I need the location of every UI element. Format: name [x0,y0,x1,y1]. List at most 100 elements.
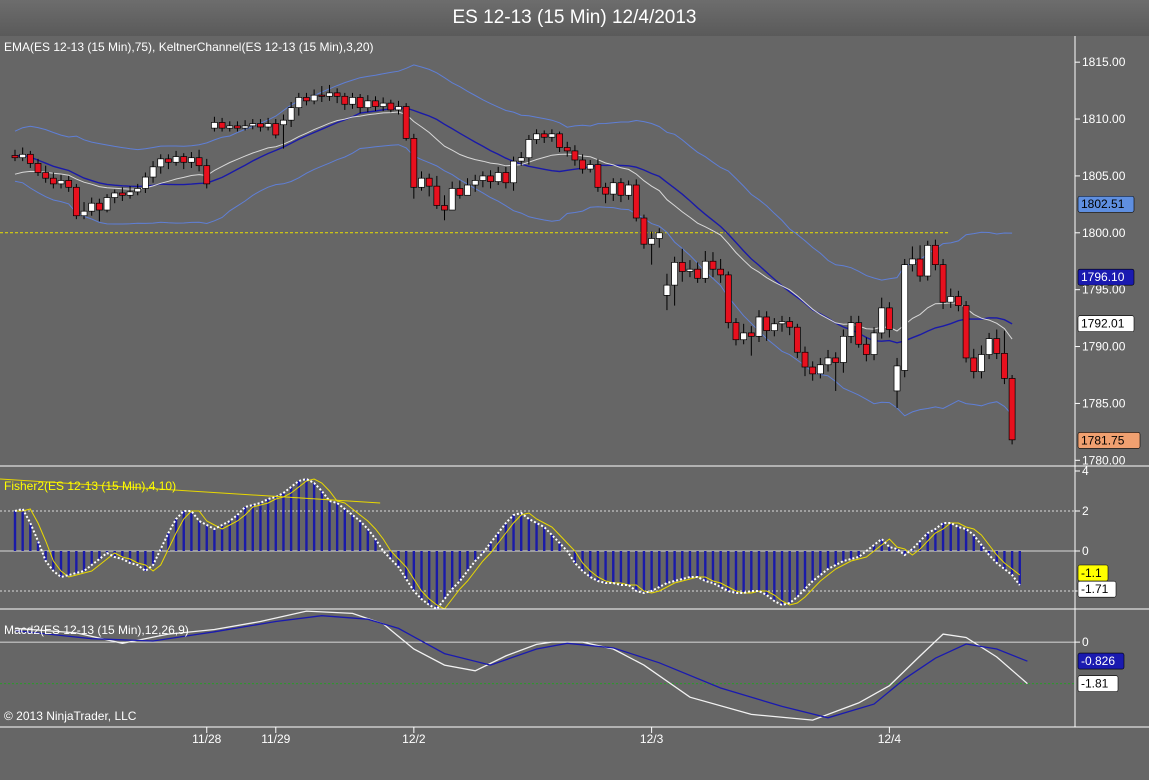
keltner-upper-line [14,64,1013,281]
candle-body [272,123,280,136]
candle-body [939,264,947,303]
keltner-upper-value: 1802.51 [1081,197,1125,211]
candle-body [126,191,134,196]
date-label: 12/3 [640,732,664,746]
price-panel: EMA(ES 12-13 (15 Min),75), KeltnerChanne… [0,36,1141,467]
chart-title: ES 12-13 (15 Min) 12/4/2013 [0,0,1149,37]
candle-body [364,100,372,109]
candle-body [740,332,748,341]
candle-body [955,296,962,306]
candle-body [970,357,978,372]
candle-body [893,365,901,392]
candle-body [448,188,456,211]
candle-body [732,322,740,341]
keltner-mid-value-box [1077,268,1135,286]
fisher-panel: Fisher2(ES 12-13 (15 Min),4,10) 420-2-1.… [0,464,1117,611]
candle-body [978,354,985,372]
date-axis: 11/28 11/29 12/2 12/3 12/4 [192,727,901,746]
price-tick-label: 1780.00 [1082,453,1126,467]
candle-body [763,316,771,331]
price-tick-label: 1815.00 [1082,55,1126,69]
candle-body [333,92,341,97]
candle-body [678,262,686,272]
macd-value-box [1077,675,1119,692]
chart-canvas: EMA(ES 12-13 (15 Min),75), KeltnerChanne… [0,36,1149,780]
candle-body [295,97,303,109]
macd-panel: Macd2(ES 12-13 (15 Min),12,26,9) © 2013 … [0,610,1125,723]
candle-body [149,166,157,178]
candle-body [111,192,119,198]
candle-body [617,182,625,196]
candle-body [257,123,264,128]
candle-body [579,159,586,170]
candle-body [755,316,763,337]
last-price-value: 1781.75 [1081,433,1125,447]
candle-body [832,357,840,363]
candle-body [303,97,310,102]
candle-body [80,210,88,217]
copyright-notice: © 2013 NinjaTrader, LLC [4,709,137,723]
candle-body [57,180,65,185]
candle-body [824,357,832,366]
candle-body [172,156,180,163]
candle-body [103,197,111,211]
candle-body [195,157,203,167]
candle-body [816,364,824,375]
candle-body [1001,353,1008,379]
candle-body [433,185,441,206]
candle-body [402,106,410,139]
ema-value-box [1077,315,1135,332]
candle-body [717,268,724,276]
fisher-value: -1.71 [1081,582,1109,596]
candle-body [441,205,448,211]
candle-body [793,326,801,353]
candle-body [809,366,817,375]
candle-body [349,97,356,105]
candle-body [356,97,364,109]
candle-body [540,133,548,138]
candle-body [548,133,556,138]
fisher-signal-value: -1.1 [1081,566,1102,580]
candle-body [525,139,533,159]
candle-body [916,258,924,277]
fisher-tick-label: 4 [1082,464,1089,478]
candle-body [709,260,717,270]
candle-body [847,322,855,337]
candle-body [786,321,794,328]
date-label: 12/2 [402,732,426,746]
candle-body [142,176,149,189]
candle-body [863,343,870,355]
candle-body [341,95,349,105]
candle-body [42,172,50,179]
candle-body [671,262,678,286]
fisher-tick-label: 0 [1082,544,1089,558]
keltner-mid-value: 1796.10 [1081,270,1125,284]
candle-body [464,184,471,196]
macd-tick-label: 0 [1082,635,1089,649]
candle-body [648,238,655,245]
candle-body [65,180,73,188]
candle-body [694,268,701,279]
date-label: 11/28 [192,732,221,746]
macd-avg-line [14,615,1028,719]
candle-body [510,160,517,184]
candle-body [34,163,42,173]
candle-body [310,94,318,102]
fisher-legend: Fisher2(ES 12-13 (15 Min),4,10) [4,479,176,493]
candle-body [1008,378,1016,441]
candle-body [609,182,617,195]
candle-body [985,338,993,355]
candle-body [395,106,402,111]
candle-body [165,158,172,163]
candle-body [686,268,694,272]
candle-body [840,335,847,363]
candle-body [218,122,226,129]
candle-body [49,177,57,185]
candle-body [556,133,563,148]
last-price-value-box [1077,432,1141,449]
candle-body [88,202,96,212]
candle-body [418,177,425,188]
candle-body [180,156,188,163]
candle-body [625,184,632,196]
candle-body [134,188,142,193]
